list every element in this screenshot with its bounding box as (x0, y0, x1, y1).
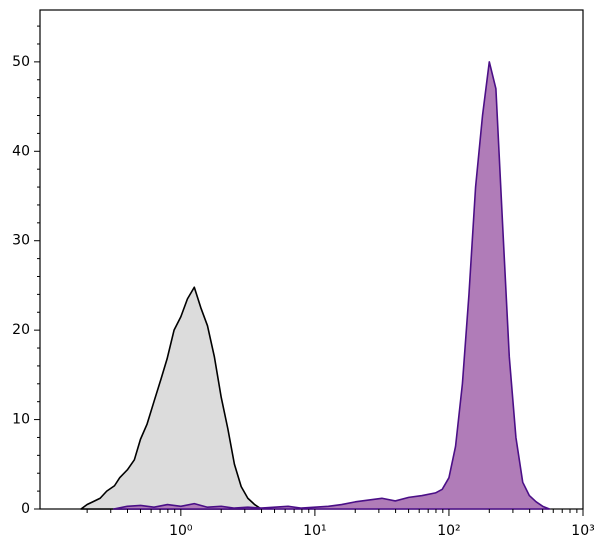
histogram (112, 61, 551, 510)
y-tick-label: 0 (21, 501, 30, 517)
y-tick-label: 20 (12, 322, 30, 338)
histogram (80, 286, 263, 510)
x-tick-label: 10⁰ (169, 523, 193, 539)
y-tick-label: 50 (12, 54, 30, 70)
x-tick-label: 10¹ (303, 523, 326, 539)
y-tick-label: 30 (12, 233, 30, 249)
x-tick-label: 10² (437, 523, 460, 539)
x-tick-label: 10³ (571, 523, 594, 539)
y-tick-label: 10 (12, 412, 30, 428)
y-tick-label: 40 (12, 143, 30, 159)
